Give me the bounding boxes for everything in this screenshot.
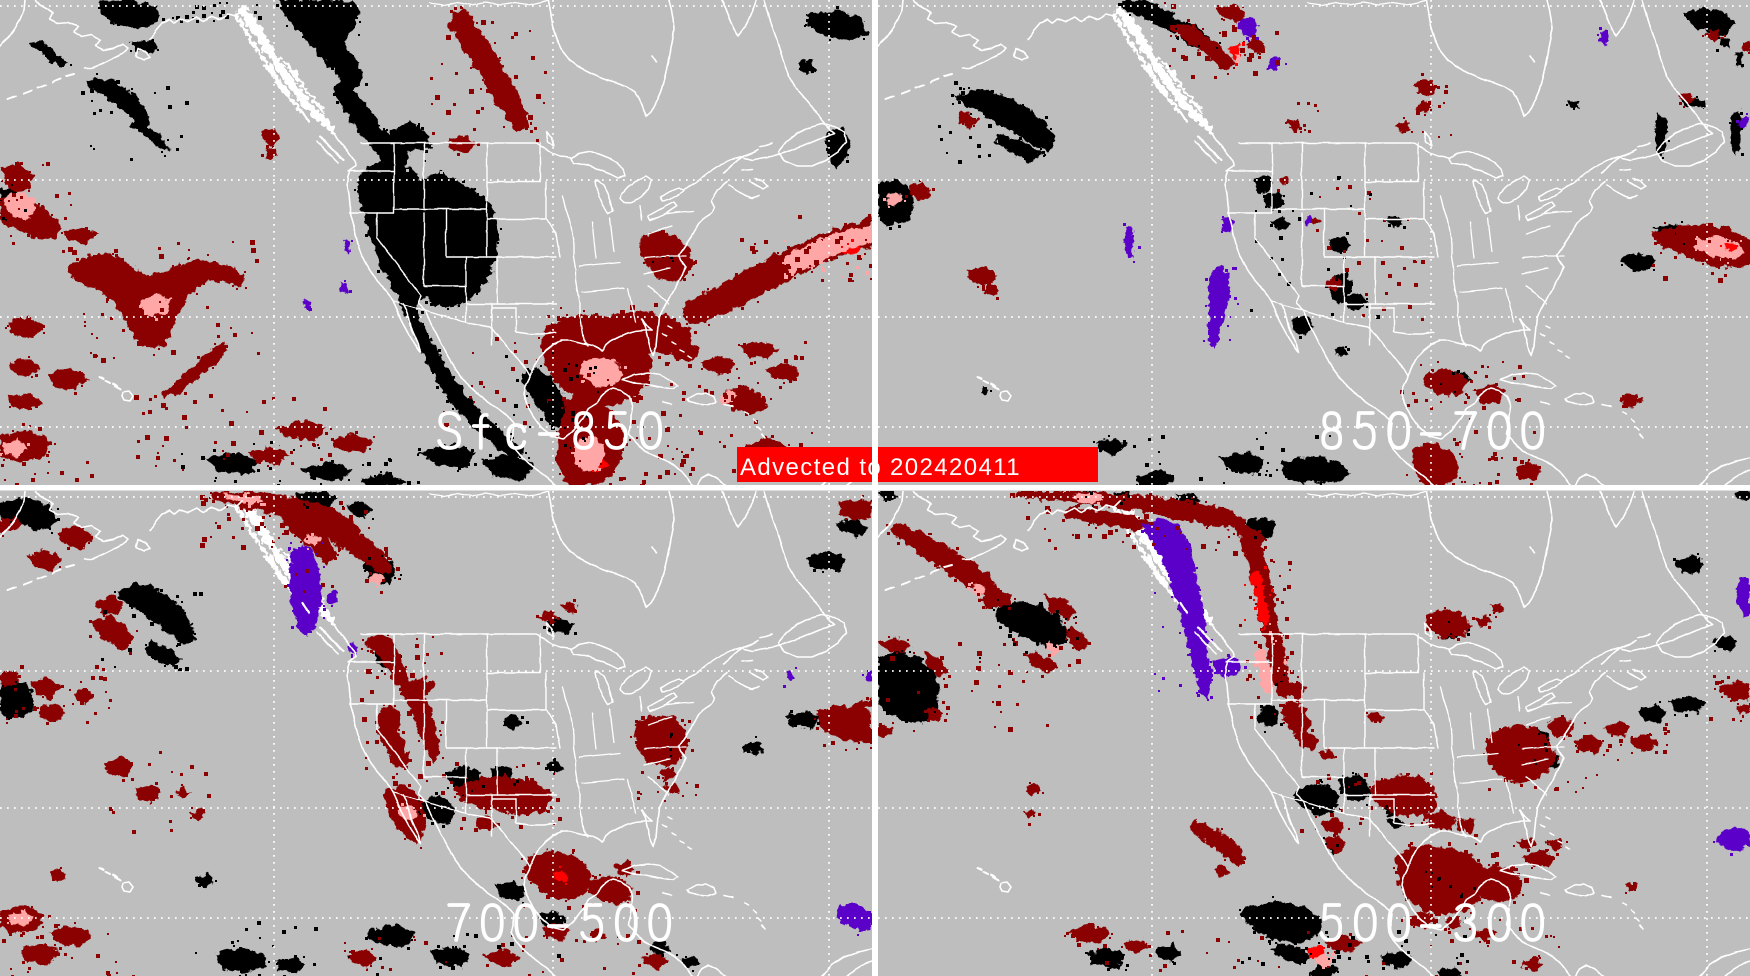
svg-text:202420411: 202420411 xyxy=(890,454,1021,481)
svg-text:Advected to: Advected to xyxy=(740,454,882,481)
